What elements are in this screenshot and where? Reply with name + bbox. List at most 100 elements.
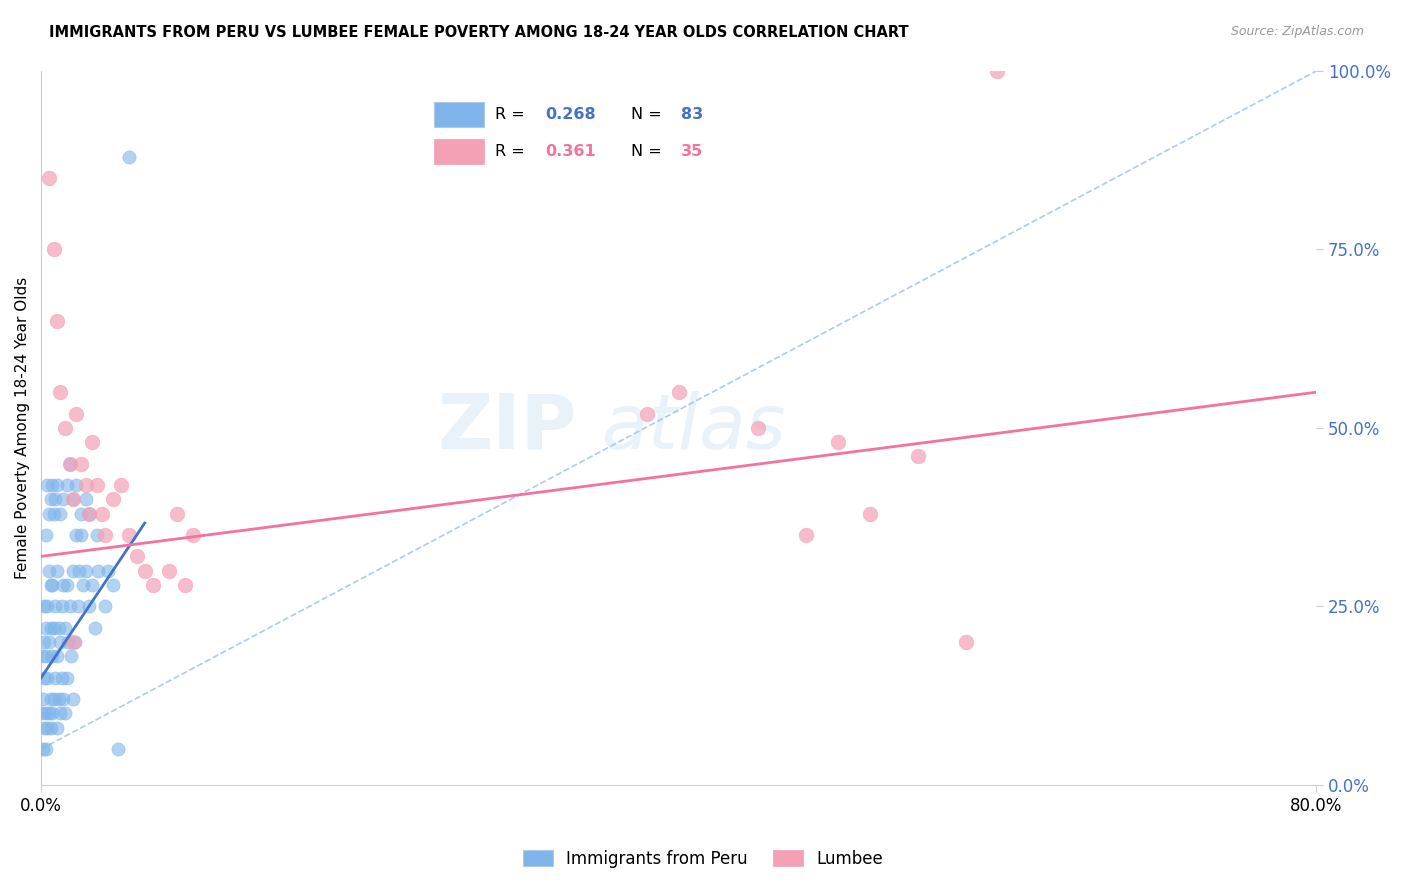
Point	[42, 621, 65, 635]
Point	[86, 528, 108, 542]
Point	[46, 478, 69, 492]
Point	[41, 649, 63, 664]
Point	[41, 578, 63, 592]
Point	[35, 621, 58, 635]
Point	[60, 649, 83, 664]
Point	[41, 706, 63, 721]
Point	[65, 478, 87, 492]
Point	[668, 385, 690, 400]
Point	[39, 621, 62, 635]
Point	[49, 507, 72, 521]
Point	[97, 564, 120, 578]
Point	[41, 478, 63, 492]
Point	[77, 507, 100, 521]
Legend: Immigrants from Peru, Lumbee: Immigrants from Peru, Lumbee	[516, 844, 890, 875]
Point	[39, 578, 62, 592]
Point	[59, 457, 82, 471]
Point	[125, 549, 148, 564]
Text: ZIP: ZIP	[437, 391, 576, 465]
Point	[37, 478, 59, 492]
Point	[53, 421, 76, 435]
Point	[42, 243, 65, 257]
Point	[34, 635, 56, 649]
Point	[42, 692, 65, 706]
Point	[66, 599, 89, 614]
Point	[38, 706, 60, 721]
Point	[65, 407, 87, 421]
Point	[44, 492, 66, 507]
Point	[52, 492, 75, 507]
Point	[51, 671, 73, 685]
Text: atlas: atlas	[602, 391, 786, 465]
Point	[49, 706, 72, 721]
Point	[62, 692, 84, 706]
Y-axis label: Female Poverty Among 18-24 Year Olds: Female Poverty Among 18-24 Year Olds	[15, 277, 30, 579]
Point	[39, 721, 62, 735]
Point	[747, 421, 769, 435]
Point	[794, 528, 817, 542]
Point	[142, 578, 165, 592]
Point	[46, 564, 69, 578]
Point	[39, 692, 62, 706]
Point	[38, 507, 60, 521]
Point	[62, 492, 84, 507]
Point	[118, 150, 141, 164]
Point	[827, 435, 849, 450]
Point	[70, 528, 93, 542]
Point	[48, 692, 70, 706]
Point	[181, 528, 204, 542]
Point	[75, 564, 97, 578]
Point	[62, 564, 84, 578]
Point	[35, 742, 58, 756]
Point	[859, 507, 882, 521]
Point	[52, 578, 75, 592]
Point	[38, 171, 60, 186]
Point	[37, 599, 59, 614]
Text: Source: ZipAtlas.com: Source: ZipAtlas.com	[1230, 25, 1364, 38]
Point	[70, 457, 93, 471]
Point	[52, 692, 75, 706]
Point	[55, 671, 77, 685]
Point	[35, 528, 58, 542]
Point	[53, 621, 76, 635]
Point	[46, 721, 69, 735]
Point	[34, 721, 56, 735]
Point	[173, 578, 195, 592]
Point	[157, 564, 180, 578]
Point	[63, 635, 86, 649]
Point	[636, 407, 658, 421]
Point	[107, 742, 129, 756]
Point	[72, 578, 94, 592]
Point	[134, 564, 156, 578]
Point	[31, 706, 53, 721]
Point	[46, 314, 69, 328]
Point	[31, 692, 53, 706]
Point	[82, 435, 104, 450]
Point	[59, 599, 82, 614]
Point	[77, 599, 100, 614]
Point	[55, 578, 77, 592]
Point	[955, 635, 977, 649]
Point	[53, 706, 76, 721]
Point	[46, 649, 69, 664]
Point	[37, 721, 59, 735]
Point	[75, 492, 97, 507]
Point	[49, 635, 72, 649]
Point	[55, 478, 77, 492]
Point	[34, 599, 56, 614]
Point	[48, 621, 70, 635]
Point	[44, 671, 66, 685]
Point	[84, 621, 107, 635]
Point	[65, 528, 87, 542]
Point	[67, 564, 90, 578]
Point	[101, 578, 124, 592]
Point	[35, 706, 58, 721]
Point	[118, 528, 141, 542]
Point	[31, 742, 53, 756]
Point	[77, 507, 100, 521]
Point	[70, 507, 93, 521]
Point	[49, 385, 72, 400]
Point	[35, 649, 58, 664]
Text: IMMIGRANTS FROM PERU VS LUMBEE FEMALE POVERTY AMONG 18-24 YEAR OLDS CORRELATION : IMMIGRANTS FROM PERU VS LUMBEE FEMALE PO…	[49, 25, 908, 40]
Point	[101, 492, 124, 507]
